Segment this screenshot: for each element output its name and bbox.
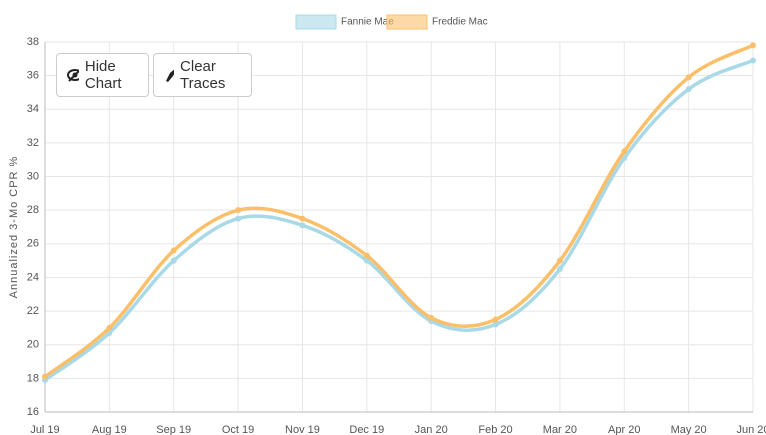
- data-point: [363, 252, 370, 259]
- x-tick-label: Sep 19: [156, 424, 191, 435]
- y-tick-label: 20: [27, 339, 39, 351]
- x-tick-label: Jan 20: [415, 424, 448, 435]
- legend-label: Freddie Mac: [432, 17, 488, 28]
- y-tick-label: 32: [27, 137, 39, 149]
- data-point: [170, 247, 177, 254]
- legend-label: Fannie Mae: [341, 17, 394, 28]
- data-point: [170, 257, 177, 264]
- button-label: Clear Traces: [180, 58, 226, 92]
- data-point: [750, 57, 756, 64]
- x-tick-label: Aug 19: [92, 424, 127, 435]
- series-line: [43, 43, 754, 379]
- data-point: [556, 257, 563, 264]
- clear-traces-button[interactable]: Clear Traces: [153, 53, 252, 97]
- x-tick-label: Feb 20: [478, 424, 512, 435]
- data-point: [750, 42, 756, 49]
- eraser-icon: [166, 69, 175, 82]
- x-tick-label: Jul 19: [30, 424, 59, 435]
- data-point: [556, 266, 563, 273]
- y-tick-label: 18: [27, 372, 39, 384]
- series-line: [43, 58, 754, 382]
- y-tick-label: 22: [27, 305, 39, 317]
- data-point: [299, 222, 306, 229]
- y-axis-label: Annualized 3-Mo CPR %: [8, 156, 20, 299]
- x-tick-label: Jun 20: [736, 424, 766, 435]
- data-point: [106, 324, 113, 331]
- button-label: Hide Chart: [84, 58, 122, 92]
- legend-swatch: [295, 14, 337, 30]
- data-point: [235, 207, 242, 214]
- x-tick-label: Mar 20: [543, 424, 577, 435]
- y-tick-label: 30: [27, 170, 39, 182]
- y-tick-label: 28: [27, 204, 39, 216]
- legend-swatch: [386, 14, 428, 30]
- hide-chart-button[interactable]: Hide Chart: [56, 53, 149, 97]
- data-point: [492, 316, 499, 323]
- y-tick-label: 36: [27, 70, 39, 82]
- y-tick-label: 26: [27, 238, 39, 250]
- y-tick-label: 34: [27, 103, 39, 115]
- data-point: [235, 215, 242, 222]
- y-tick-label: 24: [27, 271, 39, 283]
- eye-slash-icon: [67, 69, 79, 82]
- y-tick-label: 16: [27, 406, 39, 418]
- y-tick-label: 38: [27, 36, 39, 48]
- x-tick-label: May 20: [671, 424, 707, 435]
- data-point: [42, 373, 48, 380]
- data-point: [685, 86, 692, 93]
- x-tick-label: Nov 19: [285, 424, 320, 435]
- data-point: [685, 74, 692, 81]
- data-point: [299, 215, 306, 222]
- data-point: [363, 257, 370, 264]
- x-tick-label: Oct 19: [222, 424, 254, 435]
- data-point: [492, 321, 499, 328]
- data-point: [428, 314, 435, 321]
- x-tick-label: Dec 19: [349, 424, 384, 435]
- x-tick-label: Apr 20: [608, 424, 640, 435]
- data-point: [621, 148, 628, 155]
